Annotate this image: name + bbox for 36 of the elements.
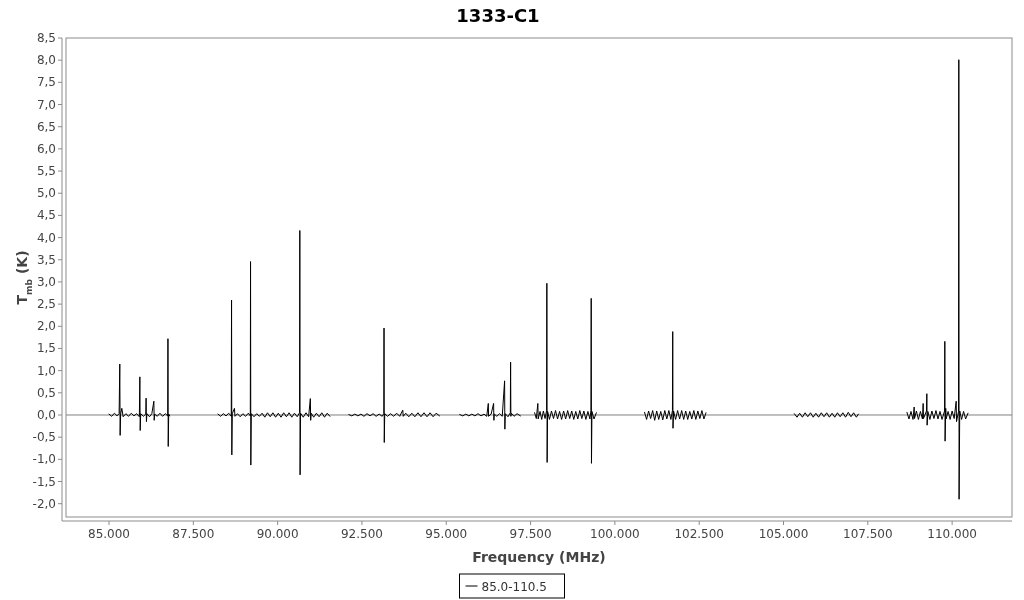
chart-title: 1333-C1: [456, 5, 540, 26]
y-tick-label: 3,5: [36, 252, 56, 267]
x-tick-label: 92.500: [340, 527, 383, 541]
y-tick-label: 7,0: [36, 97, 56, 112]
y-tick-label: -2,0: [32, 496, 56, 511]
y-tick-label: 3,0: [36, 274, 56, 289]
y-tick-label: 6,0: [36, 141, 56, 156]
y-tick-label: 0,5: [36, 385, 56, 400]
x-tick-label: 97.500: [509, 527, 552, 541]
y-tick-label: 0,0: [36, 407, 56, 422]
x-axis-title: Frequency (MHz): [472, 549, 606, 565]
y-tick-label: 4,0: [36, 230, 56, 245]
y-tick-label: 2,5: [36, 297, 56, 312]
y-tick-label: -1,0: [32, 452, 56, 467]
y-tick-label: 5,5: [36, 164, 56, 179]
y-tick-label: 5,0: [36, 186, 56, 201]
y-tick-label: -0,5: [32, 430, 56, 445]
y-tick-label: 8,0: [36, 53, 56, 68]
y-tick-label: 6,5: [36, 119, 56, 134]
x-tick-label: 110.000: [927, 527, 977, 541]
y-tick-label: 1,0: [36, 363, 56, 378]
x-tick-label: 95.000: [425, 527, 468, 541]
x-tick-label: 85.000: [88, 527, 130, 541]
y-tick-label: 8,5: [36, 31, 56, 45]
x-tick-label: 102.500: [674, 527, 725, 541]
legend-label: 85.0-110.5: [481, 579, 547, 594]
x-tick-label: 90.000: [256, 527, 299, 541]
y-tick-label: 2,0: [36, 319, 56, 334]
y-tick-label: 7,5: [36, 75, 56, 90]
x-tick-label: 100.000: [590, 527, 640, 541]
x-tick-label: 105.000: [758, 527, 809, 541]
y-tick-label: 4,5: [36, 208, 56, 223]
x-tick-label: 107.500: [843, 527, 893, 541]
y-tick-label: 1,5: [36, 341, 56, 356]
x-tick-label: 87.500: [172, 527, 215, 541]
y-tick-label: -1,5: [32, 474, 56, 489]
